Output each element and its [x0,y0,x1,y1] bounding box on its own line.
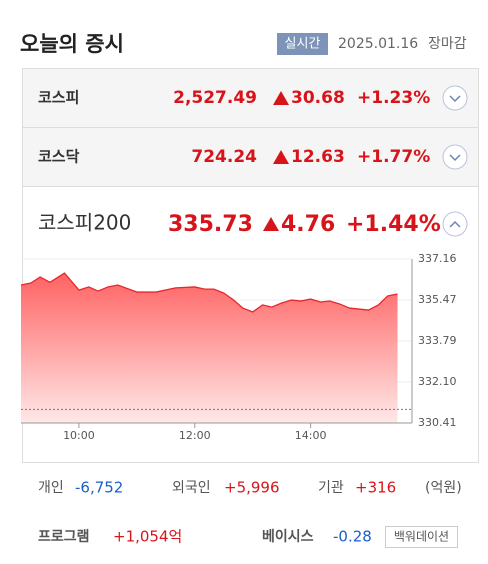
index-rate: +1.23% [357,88,430,108]
row-bg [23,69,478,127]
unit: (억원) [425,480,462,496]
line [20,272,398,313]
program-value: +1,054억 [113,528,182,546]
index-price: 2,527.49 [173,88,257,108]
y-tick-label: 330.41 [418,416,457,429]
investor-value: +5,996 [224,479,280,497]
basis-label: 베이시스 [262,528,314,545]
up-arrow [273,91,289,105]
y-tick-label: 332.10 [418,375,457,388]
investor-value: -6,752 [75,479,123,497]
y-tick-label: 333.79 [418,334,457,347]
index-name: 코스피 [38,89,79,107]
index-change: 4.76 [281,212,335,237]
basis-state-box [385,526,458,548]
index-price: 335.73 [168,212,253,237]
badge-bg [277,33,328,55]
program-label: 프로그램 [38,528,90,545]
y-tick-label: 337.16 [418,252,457,265]
basis-state: 백워데이션 [394,530,449,544]
index-price: 724.24 [191,147,257,167]
x-tick-label: 12:00 [179,429,211,442]
expand-button[interactable] [442,144,468,170]
x-tick-label: 14:00 [295,429,327,442]
investor-name: 기관 [318,480,344,496]
x-tick-label: 10:00 [63,429,95,442]
up-arrow [263,217,279,231]
collapse-button[interactable] [442,211,468,237]
index-name: 코스닥 [38,148,80,166]
date: 2025.01.16 [338,36,418,52]
chart: 337.16 335.47 333.79 332.10 330.41 10:00 12:00… [20,252,457,442]
up-arrow [273,150,289,164]
investor-name: 외국인 [172,480,211,496]
index-name: 코스피200 [38,211,131,235]
basis-value: -0.28 [333,528,372,546]
investor-value: +316 [355,479,396,497]
investor-name: 개인 [38,480,64,496]
title: 오늘의 증시 [20,32,124,56]
index-rate: +1.44% [346,212,441,237]
area [21,273,398,423]
index-rate: +1.77% [357,147,430,167]
expand-button[interactable] [442,85,468,111]
index-change: 12.63 [291,147,345,167]
badge: 실시간 [285,37,321,52]
row-bg [23,128,478,186]
y-tick-label: 335.47 [418,293,457,306]
index-change: 30.68 [291,88,345,108]
status: 장마감 [428,36,467,52]
